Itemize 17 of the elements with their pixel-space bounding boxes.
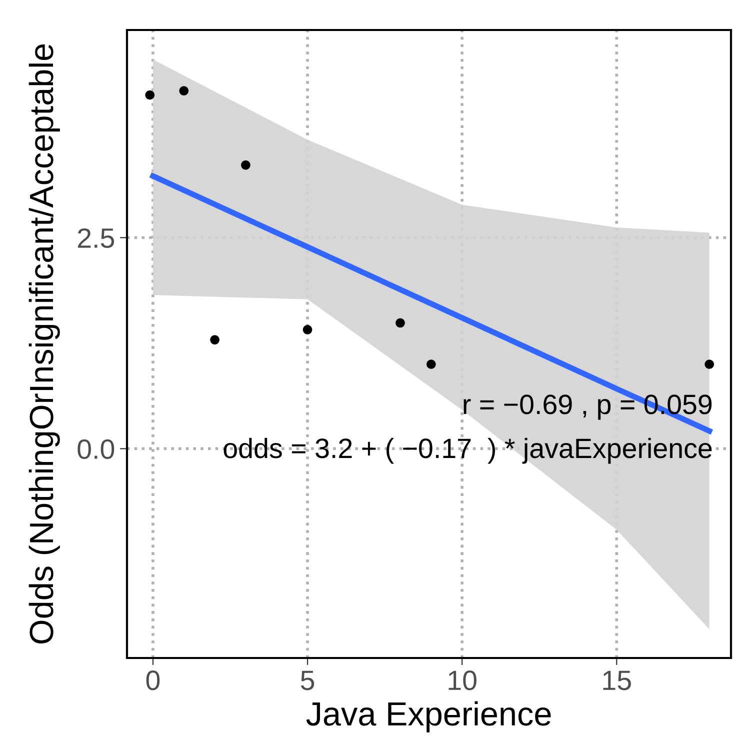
x-tick-label: 10 bbox=[448, 670, 476, 690]
point bbox=[145, 90, 155, 100]
point bbox=[210, 335, 220, 344]
point bbox=[396, 318, 405, 328]
y-axis-title: Odds (NothingOrInsignificant/Acceptable bbox=[28, 44, 60, 644]
y-tick-label: 2.5 bbox=[78, 228, 114, 248]
point bbox=[426, 360, 436, 369]
x-tick-label: 15 bbox=[603, 670, 631, 690]
x-axis-title: Java Experience bbox=[306, 701, 551, 732]
point bbox=[241, 160, 250, 170]
point bbox=[179, 86, 189, 96]
y-tick-label: 0.0 bbox=[78, 439, 114, 460]
x-tick-label: 5 bbox=[300, 670, 314, 690]
x-tick-label: 0 bbox=[146, 670, 160, 690]
annotation: odds = 3.2 + ( −0.17 ) * javaExperience bbox=[224, 438, 712, 464]
point bbox=[302, 324, 312, 334]
point bbox=[704, 360, 714, 369]
